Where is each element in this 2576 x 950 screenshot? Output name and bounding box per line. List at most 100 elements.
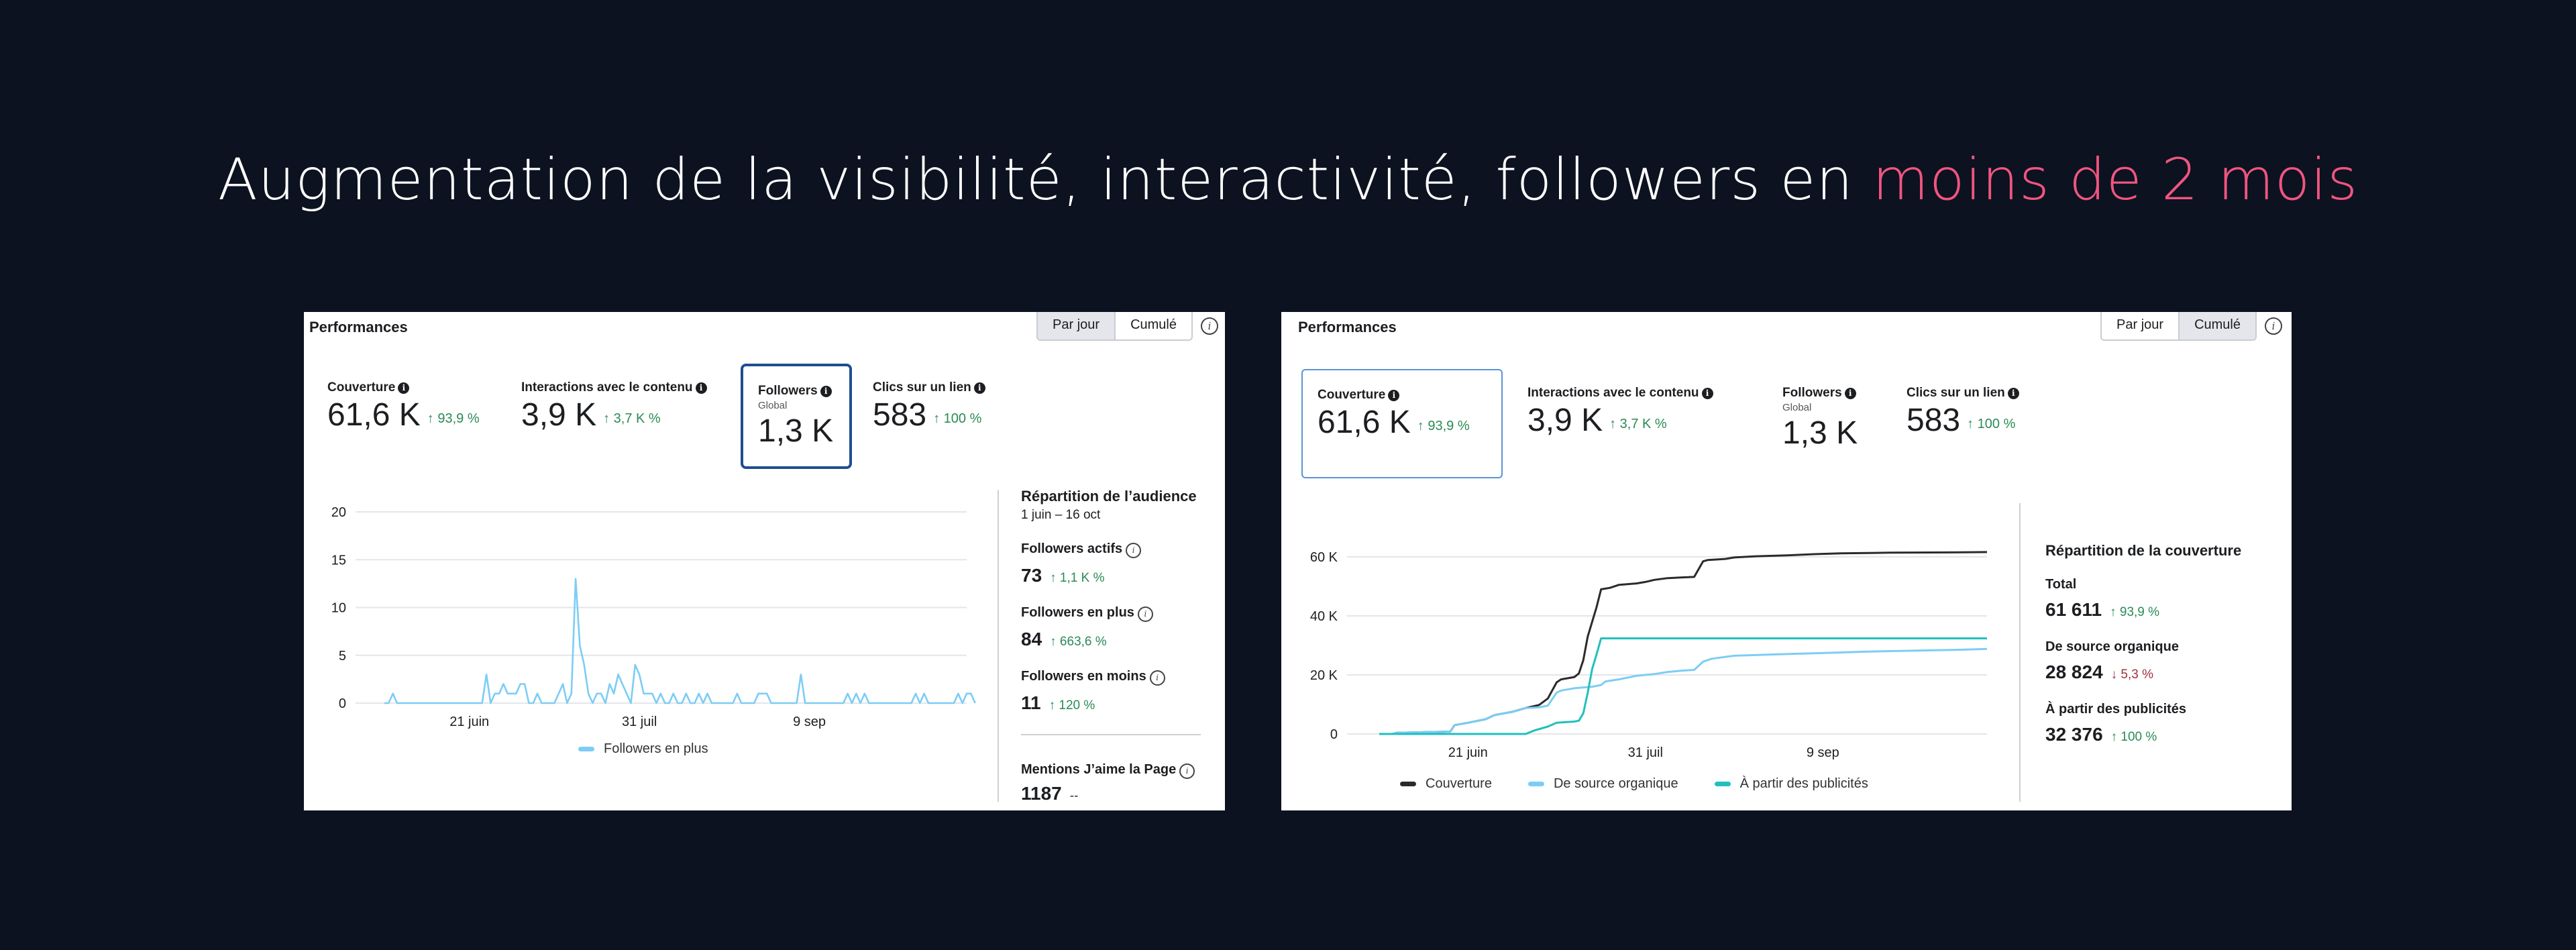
legend-swatch xyxy=(1527,782,1544,786)
kpi-delta: ↑ 93,9 % xyxy=(427,411,480,426)
view-toggle: Par jour Cumulé xyxy=(1036,312,1193,341)
kpi-couverture[interactable]: Couverture i 61,6 K ↑ 93,9 % xyxy=(327,380,480,433)
kpi-label: Couverture i xyxy=(327,380,480,395)
metric-value: 73 xyxy=(1021,565,1042,586)
headline-accent: moins de 2 mois xyxy=(1872,146,2359,213)
x-tick-label: 31 juil xyxy=(1628,745,1663,760)
kpi-delta: ↑ 100 % xyxy=(933,411,982,426)
metric-value: 11 xyxy=(1021,692,1041,713)
audience-breakdown: Répartition de l’audience 1 juin – 16 oc… xyxy=(1021,488,1201,804)
metric-label: Total xyxy=(2045,577,2077,592)
performance-card-daily: Performances Par jour Cumulé i Couvertur… xyxy=(304,312,1225,810)
metric-value: 28 824 xyxy=(2045,662,2103,682)
x-tick-label: 31 juil xyxy=(622,715,657,729)
side-divider xyxy=(998,490,999,802)
kpi-followers[interactable]: Followers i Global 1,3 K xyxy=(1782,386,1858,452)
kpi-value: 3,9 K xyxy=(521,397,597,433)
legend-label: À partir des publicités xyxy=(1739,776,1868,791)
kpi-interactions[interactable]: Interactions avec le contenu i 3,9 K ↑ 3,7… xyxy=(521,380,707,433)
chart-legend: Couverture De source organique À partir … xyxy=(1400,776,1868,792)
toggle-par-jour[interactable]: Par jour xyxy=(2102,312,2179,339)
metric-value: 32 376 xyxy=(2045,724,2103,745)
info-icon[interactable]: i xyxy=(1126,543,1142,558)
x-tick-label: 9 sep xyxy=(793,715,826,729)
x-tick-label: 9 sep xyxy=(1807,745,1839,760)
y-tick-label: 40 K xyxy=(1310,609,1338,624)
kpi-sub: Global xyxy=(1782,402,1812,413)
divider xyxy=(1021,734,1201,735)
y-tick-label: 0 xyxy=(339,696,346,711)
y-tick-label: 20 K xyxy=(1310,668,1338,683)
x-tick-label: 21 juin xyxy=(1448,745,1488,760)
followers-daily-chart: 0 5 10 15 20 21 juin 31 juil 9 sep xyxy=(331,505,976,729)
legend-item[interactable]: À partir des publicités xyxy=(1714,776,1868,792)
legend-swatch xyxy=(1400,782,1416,786)
legend-item[interactable]: Followers en plus xyxy=(578,741,708,757)
kpi-interactions[interactable]: Interactions avec le contenu i 3,9 K ↑ 3,7… xyxy=(1527,386,1713,439)
kpi-label: Clics sur un lien i xyxy=(1907,386,2019,401)
info-icon[interactable]: i xyxy=(1179,763,1195,779)
metric-delta: ↑ 1,1 K % xyxy=(1050,571,1105,585)
headline-text: Augmentation de la visibilité, interacti… xyxy=(217,146,1854,213)
performance-card-cumulative: Performances Par jour Cumulé i Couvertur… xyxy=(1281,312,2292,810)
kpi-delta: ↑ 93,9 % xyxy=(1417,419,1470,433)
metric-value: 61 611 xyxy=(2045,599,2102,620)
y-tick-label: 15 xyxy=(331,553,346,568)
info-filled-icon: i xyxy=(820,386,832,397)
legend-swatch xyxy=(578,747,594,751)
reach-cumulative-chart: 0 20 K 40 K 60 K 21 juin 31 juil 9 sep xyxy=(1310,550,1988,760)
info-filled-icon: i xyxy=(1388,390,1400,401)
y-tick-label: 60 K xyxy=(1310,550,1338,565)
chart-legend: Followers en plus xyxy=(578,741,708,757)
side-title: Répartition de la couverture xyxy=(2045,542,2242,559)
info-filled-icon: i xyxy=(398,382,410,394)
kpi-delta: ↑ 3,7 K % xyxy=(1609,417,1667,431)
card-title: Performances xyxy=(1298,319,1397,335)
y-tick-label: 10 xyxy=(331,601,346,616)
info-filled-icon: i xyxy=(2007,388,2019,399)
side-title: Répartition de l’audience xyxy=(1021,488,1197,505)
kpi-label: Couverture i xyxy=(1318,388,1487,403)
metric-label: Mentions J’aime la Page i xyxy=(1021,762,1201,779)
series-line-de-source-organique xyxy=(1379,647,1988,735)
card-title: Performances xyxy=(309,319,408,335)
side-divider xyxy=(2019,503,2021,802)
metric-label: Followers en plus i xyxy=(1021,605,1201,622)
kpi-value: 583 xyxy=(873,397,927,433)
info-icon[interactable]: i xyxy=(2265,317,2282,335)
kpi-clics[interactable]: Clics sur un lien i 583 ↑ 100 % xyxy=(873,380,985,433)
series-line--partir-des-publicit-s xyxy=(1379,637,1987,735)
legend-swatch xyxy=(1714,782,1731,786)
info-icon[interactable]: i xyxy=(1149,670,1165,686)
legend-item[interactable]: Couverture xyxy=(1400,776,1492,792)
kpi-value: 61,6 K xyxy=(327,397,421,433)
kpi-label: Followers i xyxy=(1782,386,1858,401)
toggle-par-jour[interactable]: Par jour xyxy=(1038,312,1115,339)
metric-label: À partir des publicités xyxy=(2045,702,2187,717)
y-tick-label: 20 xyxy=(331,505,346,520)
kpi-label: Clics sur un lien i xyxy=(873,380,985,395)
kpi-delta: ↑ 3,7 K % xyxy=(603,411,661,426)
toggle-cumule[interactable]: Cumulé xyxy=(2178,312,2255,339)
kpi-label: Interactions avec le contenu i xyxy=(1527,386,1713,401)
metric-label: De source organique xyxy=(2045,639,2179,654)
metric-delta: ↑ 100 % xyxy=(2110,730,2157,744)
info-filled-icon: i xyxy=(695,382,707,394)
kpi-followers[interactable]: Followers i Global 1,3 K xyxy=(741,364,852,469)
headline: Augmentation de la visibilité, interacti… xyxy=(0,146,2576,213)
toggle-cumule[interactable]: Cumulé xyxy=(1114,312,1191,339)
info-icon[interactable]: i xyxy=(1137,606,1153,622)
metric-value: 84 xyxy=(1021,629,1042,649)
info-filled-icon: i xyxy=(1701,388,1713,399)
info-filled-icon: i xyxy=(1844,388,1856,399)
kpi-value: 583 xyxy=(1907,403,1961,438)
metric-delta: ↓ 5,3 % xyxy=(2110,668,2154,682)
kpi-couverture[interactable]: Couverture i 61,6 K ↑ 93,9 % xyxy=(1301,369,1503,478)
metric-label: Followers actifs i xyxy=(1021,541,1201,558)
date-range: 1 juin – 16 oct xyxy=(1021,508,1101,522)
legend-item[interactable]: De source organique xyxy=(1527,776,1678,792)
view-toggle: Par jour Cumulé xyxy=(2100,312,2257,341)
series-line-couverture xyxy=(1379,551,1988,735)
info-icon[interactable]: i xyxy=(1201,317,1218,335)
kpi-clics[interactable]: Clics sur un lien i 583 ↑ 100 % xyxy=(1907,386,2019,439)
